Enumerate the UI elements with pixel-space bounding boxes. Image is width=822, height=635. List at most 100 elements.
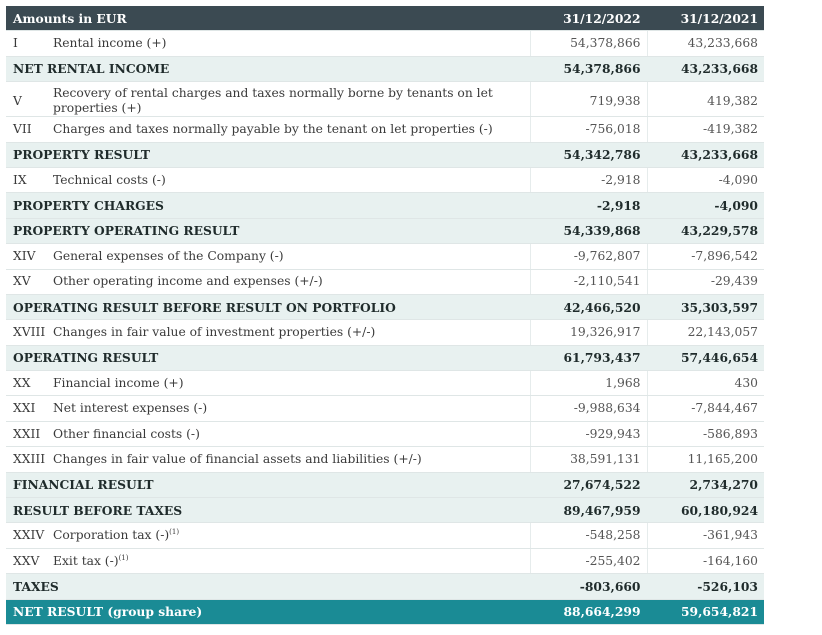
row-number: XXV (6, 548, 53, 575)
value-2021: 60,180,924 (646, 497, 764, 524)
value-2021: -7,896,542 (646, 243, 764, 270)
value-2022: 19,326,917 (529, 319, 647, 346)
row-label-cell: Changes in fair value of financial asset… (53, 446, 530, 473)
value-2021: -7,844,467 (646, 395, 764, 422)
value-2022: 54,339,868 (529, 218, 647, 245)
row-label-text: Changes in fair value of investment prop… (53, 324, 376, 339)
row-label: Other operating income and expenses (+/-… (53, 274, 530, 289)
subtotal-label: OPERATING RESULT (6, 345, 530, 372)
value-2021: 2,734,270 (646, 472, 764, 499)
row-label-cell: Changes in fair value of investment prop… (53, 319, 530, 346)
row-number: V (6, 81, 53, 118)
subtotal-label: PROPERTY RESULT (6, 142, 530, 168)
value-2022: 42,466,520 (529, 294, 647, 321)
row-label: Other financial costs (-) (53, 427, 530, 442)
row-number: I (6, 30, 53, 57)
subtotal-row: NET RENTAL INCOME 54,378,866 43,233,668 (6, 56, 764, 83)
header-col-2022: 31/12/2022 (529, 6, 647, 32)
footnote-marker: (1) (118, 553, 129, 562)
value-2021: 43,229,578 (646, 218, 764, 245)
value-2021: -29,439 (646, 269, 764, 295)
table-row: XXV Exit tax (-)(1) -255,402 -164,160 (6, 548, 764, 575)
value-2021: 43,233,668 (646, 142, 764, 168)
table-row: V Recovery of rental charges and taxes no… (6, 81, 764, 118)
row-label: Net interest expenses (-) (53, 401, 530, 416)
value-2021: 43,233,668 (646, 30, 764, 57)
row-label-text: Charges and taxes normally payable by th… (53, 121, 493, 136)
value-2022: -9,988,634 (529, 395, 647, 422)
row-label-cell: Financial income (+) (53, 370, 530, 397)
row-label: Corporation tax (-)(1) (53, 528, 530, 543)
row-label: Technical costs (-) (53, 173, 530, 188)
row-number: XXII (6, 421, 53, 448)
value-2022: -803,660 (529, 573, 647, 600)
value-2021: -4,090 (646, 167, 764, 194)
value-2021: -526,103 (646, 573, 764, 600)
table-row: I Rental income (+) 54,378,866 43,233,668 (6, 30, 764, 57)
value-2022: 54,378,866 (529, 56, 647, 83)
row-number: XVIII (6, 319, 53, 346)
subtotal-label: NET RESULT (group share) (6, 599, 530, 625)
value-2021: -164,160 (646, 548, 764, 575)
header-col-2021: 31/12/2021 (646, 6, 764, 32)
row-label-text: Financial income (+) (53, 375, 184, 390)
row-label-text: Recovery of rental charges and taxes nor… (53, 86, 493, 116)
value-2021: -361,943 (646, 522, 764, 549)
value-2021: -586,893 (646, 421, 764, 448)
table-row: XX Financial income (+) 1,968 430 (6, 370, 764, 397)
table-row: XV Other operating income and expenses (+… (6, 269, 764, 295)
value-2021: -419,382 (646, 116, 764, 143)
row-label-cell: Exit tax (-)(1) (53, 548, 530, 575)
row-label-cell: Technical costs (-) (53, 167, 530, 194)
value-2021: 11,165,200 (646, 446, 764, 473)
row-number: XIV (6, 243, 53, 270)
value-2021: 430 (646, 370, 764, 397)
value-2021: 43,233,668 (646, 56, 764, 83)
value-2021: 57,446,654 (646, 345, 764, 372)
subtotal-label: PROPERTY CHARGES (6, 192, 530, 219)
row-number: IX (6, 167, 53, 194)
value-2021: 59,654,821 (646, 599, 764, 625)
table-row: XIV General expenses of the Company (-) -9… (6, 243, 764, 270)
value-2022: 1,968 (529, 370, 647, 397)
table-row: VII Charges and taxes normally payable by… (6, 116, 764, 143)
table-row: XXI Net interest expenses (-) -9,988,634 -7… (6, 395, 764, 422)
value-2022: -255,402 (529, 548, 647, 575)
row-label-cell: Net interest expenses (-) (53, 395, 530, 422)
subtotal-row: OPERATING RESULT BEFORE RESULT ON PORTFO… (6, 294, 764, 321)
row-label-text: Rental income (+) (53, 36, 167, 51)
value-2021: 35,303,597 (646, 294, 764, 321)
row-label: Changes in fair value of investment prop… (53, 325, 530, 340)
row-label-cell: Other financial costs (-) (53, 421, 530, 448)
value-2021: 419,382 (646, 81, 764, 118)
row-number: VII (6, 116, 53, 143)
value-2021: -4,090 (646, 192, 764, 219)
subtotal-label: FINANCIAL RESULT (6, 472, 530, 499)
row-label-cell: Corporation tax (-)(1) (53, 522, 530, 549)
value-2022: -929,943 (529, 421, 647, 448)
row-number: XXI (6, 395, 53, 422)
subtotal-label: NET RENTAL INCOME (6, 56, 530, 83)
subtotal-label: TAXES (6, 573, 530, 600)
subtotal-label: OPERATING RESULT BEFORE RESULT ON PORTFO… (6, 294, 530, 321)
table-row: XXIII Changes in fair value of financial … (6, 446, 764, 473)
value-2021: 22,143,057 (646, 319, 764, 346)
subtotal-row: OPERATING RESULT 61,793,437 57,446,654 (6, 345, 764, 372)
subtotal-row: FINANCIAL RESULT 27,674,522 2,734,270 (6, 472, 764, 499)
row-number: XXIII (6, 446, 53, 473)
subtotal-row: PROPERTY RESULT 54,342,786 43,233,668 (6, 142, 764, 168)
row-label-text: Corporation tax (-) (53, 528, 170, 543)
row-number: XV (6, 269, 53, 295)
subtotal-row: RESULT BEFORE TAXES 89,467,959 60,180,924 (6, 497, 764, 524)
table-row: XXII Other financial costs (-) -929,943 -58… (6, 421, 764, 448)
row-label-cell: Rental income (+) (53, 30, 530, 57)
value-2022: -2,918 (529, 167, 647, 194)
value-2022: -2,918 (529, 192, 647, 219)
header-title: Amounts in EUR (6, 6, 530, 32)
value-2022: -9,762,807 (529, 243, 647, 270)
value-2022: 38,591,131 (529, 446, 647, 473)
subtotal-row: PROPERTY OPERATING RESULT 54,339,868 43,22… (6, 218, 764, 245)
value-2022: -2,110,541 (529, 269, 647, 295)
row-label-cell: Charges and taxes normally payable by th… (53, 116, 530, 143)
row-label-text: Net interest expenses (-) (53, 401, 208, 416)
